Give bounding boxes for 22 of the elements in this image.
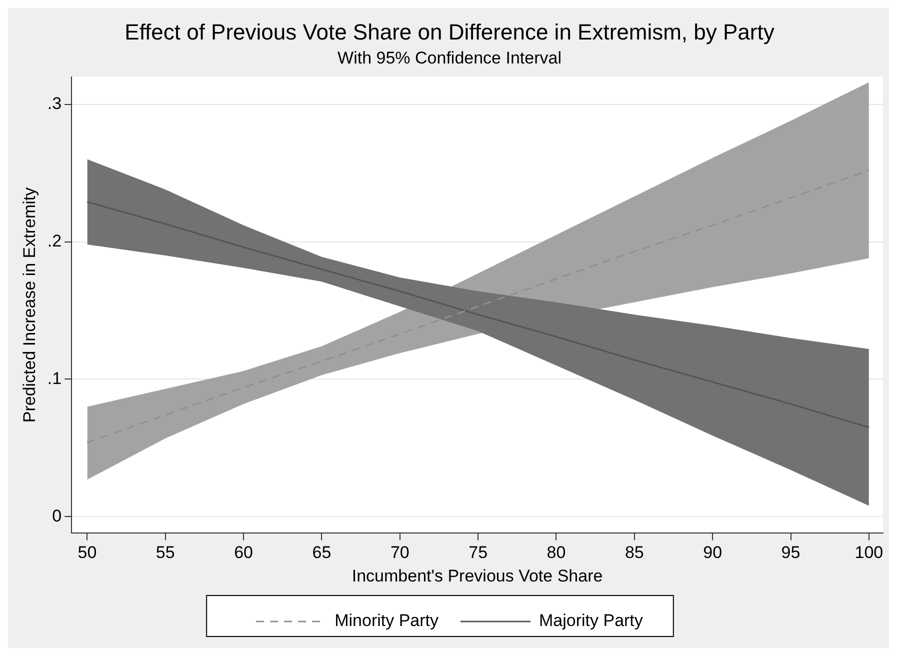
x-tick-label: 50 (78, 543, 97, 562)
y-tick-label: 0 (52, 506, 62, 526)
y-tick-label: .3 (47, 94, 62, 113)
y-axis-title: Predicted Increase in Extremity (20, 186, 39, 423)
y-tick-label: .1 (47, 368, 62, 388)
x-tick-label: 75 (468, 543, 488, 562)
x-tick-label: 60 (234, 543, 254, 562)
legend-label: Minority Party (334, 611, 439, 630)
chart-subtitle: With 95% Confidence Interval (338, 48, 562, 68)
x-tick-label: 85 (624, 543, 644, 562)
x-tick-label: 70 (390, 543, 410, 562)
x-tick-label: 100 (854, 543, 884, 562)
chart-title: Effect of Previous Vote Share on Difference in Extremism, by Party (124, 19, 774, 44)
line-series (86, 170, 870, 444)
y-tick-label: .2 (47, 231, 62, 250)
x-tick-label: 80 (546, 543, 566, 562)
x-tick-label: 65 (312, 543, 332, 562)
x-tick-label: 55 (156, 543, 175, 562)
legend-label: Majority Party (539, 611, 644, 630)
x-axis-title: Incumbent's Previous Vote Share (352, 566, 603, 586)
x-tick-label: 90 (703, 543, 722, 562)
x-tick-label: 95 (781, 543, 800, 562)
